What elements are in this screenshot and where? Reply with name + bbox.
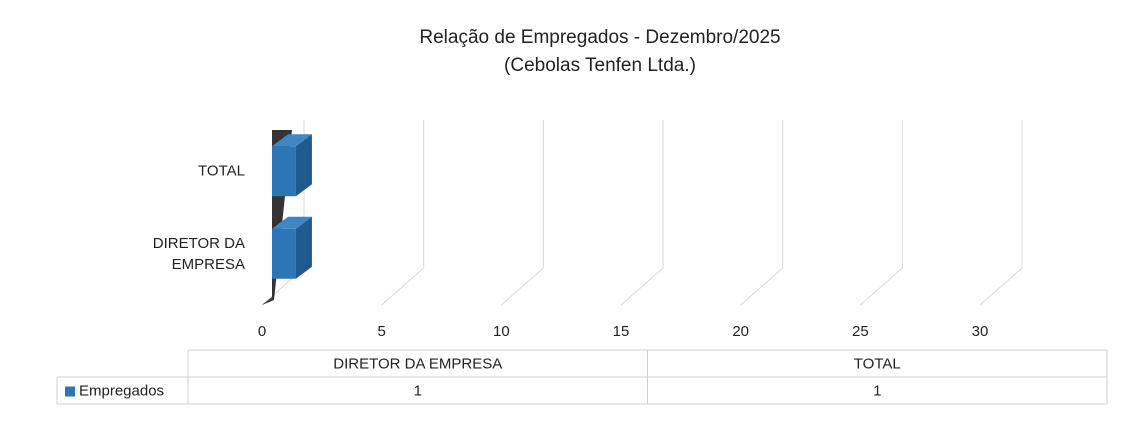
bar-side [295,216,312,279]
grid-line [381,120,425,306]
x-tick-label: 20 [732,323,749,340]
x-tick-label: 10 [493,323,510,340]
grid-line [740,120,784,306]
bar-front [272,146,296,197]
table-header: TOTAL [854,355,901,372]
bar-front [272,228,296,279]
grid-line [979,120,1023,306]
table-value: 1 [414,382,422,399]
x-tick-label: 0 [258,323,266,340]
grid-line [620,120,664,306]
table-header: DIRETOR DA EMPRESA [333,355,502,372]
x-tick-label: 30 [972,323,989,340]
y-tick-label: TOTAL [198,162,245,180]
bar [272,216,312,279]
x-tick-label: 25 [852,323,869,340]
grid-line [860,120,903,306]
chart-subtitle: (Cebolas Tenfen Ltda.) [504,55,696,76]
y-tick-label: DIRETOR DA EMPRESA [152,234,245,273]
bar-top [272,134,312,147]
legend-swatch [65,386,75,397]
grid-line [501,120,544,306]
bar-side [295,134,312,197]
bar-top [272,216,312,229]
table-value: 1 [873,382,881,399]
x-tick-label: 15 [613,323,630,340]
bar [272,134,312,197]
x-tick-label: 5 [377,323,385,340]
chart-title: Relação de Empregados - Dezembro/2025 [419,27,780,48]
legend-label: Empregados [79,382,164,399]
